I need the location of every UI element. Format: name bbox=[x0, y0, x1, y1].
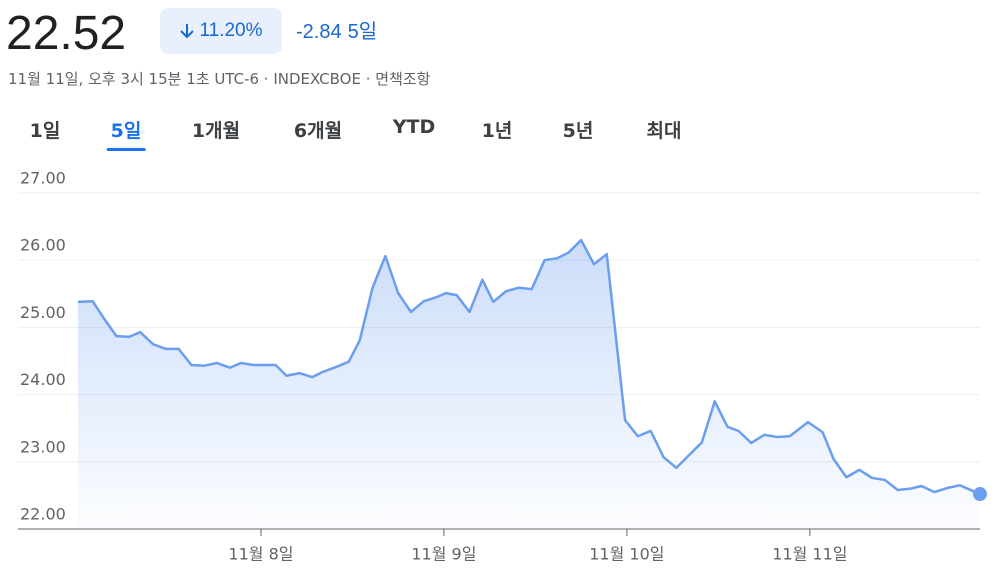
period: 5일 bbox=[347, 21, 378, 43]
change-percent: 11.20% bbox=[199, 20, 263, 41]
y-tick-label: 26.00 bbox=[20, 236, 66, 255]
last-point bbox=[973, 487, 987, 502]
x-tick-label: 11월 9일 bbox=[411, 545, 476, 564]
range-tab[interactable]: 1일 bbox=[29, 120, 61, 142]
y-tick-label: 23.00 bbox=[20, 437, 66, 456]
x-tick-label: 11월 8일 bbox=[228, 545, 293, 564]
range-tab[interactable]: 1개월 bbox=[191, 120, 241, 142]
range-tab[interactable]: YTD bbox=[392, 116, 436, 138]
range-tab[interactable]: 최대 bbox=[646, 120, 682, 142]
y-tick-label: 24.00 bbox=[20, 370, 66, 389]
y-tick-label: 22.00 bbox=[20, 505, 66, 524]
range-tab[interactable]: 6개월 bbox=[293, 120, 343, 142]
down-arrow bbox=[180, 24, 195, 39]
line bbox=[77, 238, 981, 496]
range-tabs: 1일 5일 1개월 6개월 YTD 1년 5년 최대 bbox=[0, 116, 996, 156]
y-tick-label: 27.00 bbox=[20, 169, 66, 188]
change-badge: 11.20% bbox=[160, 8, 282, 54]
area bbox=[78, 240, 980, 530]
price: 22.52 bbox=[6, 7, 127, 60]
change-value: -2.84 bbox=[296, 21, 342, 43]
range-tab[interactable]: 5일 bbox=[106, 116, 146, 151]
x-tick-label: 11월 11일 bbox=[772, 545, 847, 564]
change: -2.84 5일 bbox=[296, 15, 377, 44]
range-tab[interactable]: 1년 bbox=[481, 120, 513, 142]
subtitle: 11월 11일, 오후 3시 15분 1초 UTC-6 · INDEXCBOE … bbox=[8, 70, 431, 88]
range-tab[interactable]: 5년 bbox=[562, 120, 594, 142]
y-tick-label: 25.00 bbox=[20, 303, 66, 322]
x-tick-label: 11월 10일 bbox=[589, 545, 664, 564]
